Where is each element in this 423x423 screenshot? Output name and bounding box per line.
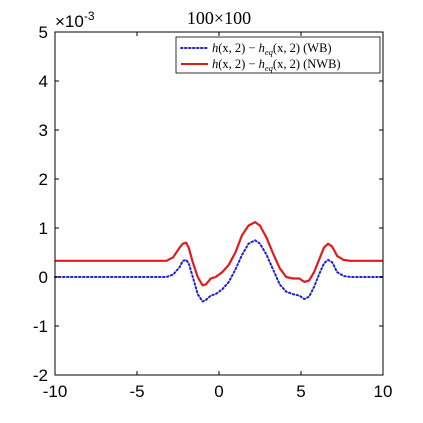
x-tick-label: 0: [214, 382, 223, 401]
y-tick-label: 4: [39, 72, 48, 91]
chart-title: 100×100: [187, 8, 251, 28]
x-tick-label: 5: [296, 382, 305, 401]
series-line-wb: [54, 239, 384, 303]
x-tick-label: -10: [43, 382, 68, 401]
y-tick-label: 3: [39, 121, 48, 140]
plot-area: [54, 221, 384, 303]
y-tick-label: 5: [39, 23, 48, 42]
exponent-power: -3: [84, 9, 95, 23]
legend-label: h(x, 2) − heq(x, 2) (NWB): [212, 57, 341, 73]
x-tick-label: -5: [129, 382, 144, 401]
y-tick-label: -2: [33, 366, 48, 385]
x-tick-label: 10: [374, 382, 393, 401]
axes-box: [54, 31, 384, 376]
y-tick-label: 1: [39, 219, 48, 238]
exponent-base: ×10: [55, 12, 84, 31]
y-tick-label: -1: [33, 317, 48, 336]
legend-box: [175, 36, 381, 74]
exponent-label: ×10-3: [55, 9, 95, 31]
svg-text:×10-3: ×10-3: [55, 9, 95, 31]
legend-label: h(x, 2) − heq(x, 2) (WB): [212, 41, 332, 57]
legend: h(x, 2) − heq(x, 2) (WB)h(x, 2) − heq(x,…: [175, 36, 381, 74]
y-tick-label: 2: [39, 170, 48, 189]
y-tick-label: 0: [39, 268, 48, 287]
series-line-nwb: [55, 221, 383, 287]
